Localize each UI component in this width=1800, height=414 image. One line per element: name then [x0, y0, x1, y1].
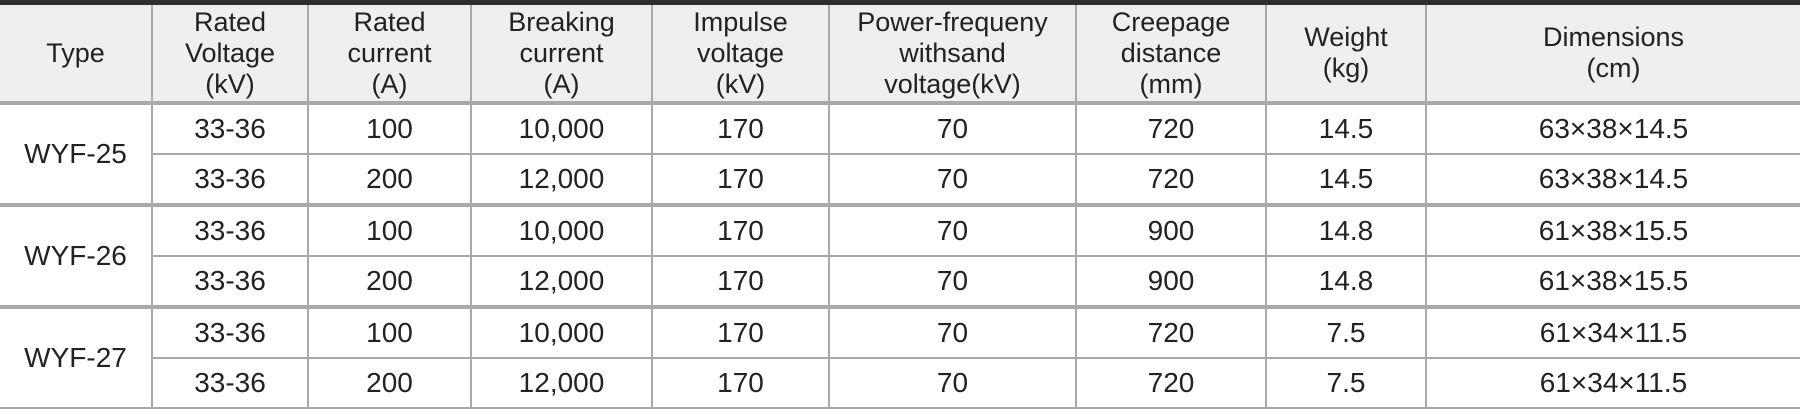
- data-cell: 900: [1075, 255, 1267, 308]
- data-cell: 12,000: [470, 153, 653, 206]
- table-row: 33-36 200 12,000 170 70 720 7.5 61×34×11.5: [0, 357, 1800, 409]
- header-cell: Impulse voltage (kV): [651, 1, 830, 104]
- data-cell: 170: [651, 153, 830, 206]
- data-cell: 70: [828, 305, 1077, 359]
- header-text: Creepage: [1111, 6, 1231, 37]
- data-cell: 170: [651, 305, 830, 359]
- data-cell: 170: [651, 203, 830, 257]
- header-text: (mm): [1139, 68, 1203, 99]
- data-cell: 61×38×15.5: [1425, 203, 1800, 257]
- table-row: WYF-26 33-36 100 10,000 170 70 900 14.8 61×38×15…: [0, 203, 1800, 308]
- header-cell: Type: [0, 1, 153, 104]
- header-row: Type Rated Voltage (kV) Rated current (A) Break…: [0, 1, 1800, 104]
- data-cell: 70: [828, 153, 1077, 206]
- type-cell: WYF-26: [0, 203, 153, 308]
- data-cell: 10,000: [470, 203, 653, 257]
- data-cell: 33-36: [152, 153, 309, 206]
- header-text: (cm): [1586, 53, 1641, 83]
- header-text: Impulse: [693, 6, 788, 37]
- header-text: Type: [46, 37, 105, 68]
- header-text: Voltage: [184, 37, 276, 68]
- data-cell: 33-36: [151, 203, 309, 257]
- data-cell: 61×38×15.5: [1425, 255, 1800, 308]
- data-cell: 14.5: [1265, 153, 1427, 206]
- header-text: current: [347, 37, 432, 68]
- header-text: voltage: [696, 37, 785, 68]
- header-text: distance: [1120, 37, 1222, 68]
- data-cell: 33-36: [151, 305, 309, 359]
- data-cell: 70: [828, 203, 1077, 257]
- data-cell: 7.5: [1265, 357, 1427, 409]
- header-text: voltage(kV): [884, 68, 1021, 99]
- data-cell: 900: [1075, 203, 1267, 257]
- data-cell: 10,000: [470, 101, 653, 155]
- header-text: Rated: [193, 6, 267, 37]
- data-cell: 61×34×11.5: [1425, 305, 1800, 359]
- data-cell: 7.5: [1265, 305, 1427, 359]
- header-text: current: [519, 37, 604, 68]
- header-cell: Breaking current (A): [470, 1, 653, 104]
- data-cell: 100: [307, 203, 472, 257]
- type-cell: WYF-27: [0, 305, 153, 409]
- table-body: WYF-25 33-36 100 10,000 170 70 720 14.5 63×38×14…: [0, 101, 1800, 409]
- data-cell: 14.8: [1265, 255, 1427, 308]
- data-cell: 720: [1075, 101, 1267, 155]
- header-cell: Weight (kg): [1265, 1, 1427, 104]
- data-cell: 33-36: [151, 101, 309, 155]
- header-cell: Creepage distance (mm): [1075, 1, 1267, 104]
- data-cell: 200: [307, 255, 472, 308]
- data-cell: 63×38×14.5: [1425, 101, 1800, 155]
- data-cell: 70: [828, 101, 1077, 155]
- header-cell: Dimensions (cm): [1425, 1, 1800, 104]
- data-cell: 170: [651, 357, 830, 409]
- table-row: 33-36 200 12,000 170 70 720 14.5 63×38×14.5: [0, 153, 1800, 206]
- table-row: 33-36 200 12,000 170 70 900 14.8 61×38×15.5: [0, 255, 1800, 308]
- data-cell: 14.8: [1265, 203, 1427, 257]
- data-cell: 200: [307, 357, 472, 409]
- header-text: Weight: [1304, 22, 1388, 52]
- data-cell: 14.5: [1265, 101, 1427, 155]
- data-cell: 720: [1075, 357, 1267, 409]
- header-text: (kV): [205, 68, 255, 99]
- header-text: withsand: [899, 37, 1006, 68]
- table-row: WYF-25 33-36 100 10,000 170 70 720 14.5 63×38×14…: [0, 101, 1800, 206]
- data-cell: 12,000: [470, 357, 653, 409]
- header-cell: Rated Voltage (kV): [151, 1, 309, 104]
- type-cell: WYF-25: [0, 101, 153, 206]
- header-text: (A): [371, 68, 408, 99]
- data-cell: 200: [307, 153, 472, 206]
- header-text: (kV): [715, 68, 766, 99]
- header-cell: Power-frequeny withsand voltage(kV): [828, 1, 1077, 104]
- data-cell: 70: [828, 357, 1077, 409]
- data-cell: 63×38×14.5: [1425, 153, 1800, 206]
- header-text: Breaking: [508, 6, 615, 37]
- table-row: WYF-27 33-36 100 10,000 170 70 720 7.5 61×34×11.…: [0, 305, 1800, 409]
- header-text: Rated: [353, 6, 426, 37]
- header-text: Power-frequeny: [857, 6, 1048, 37]
- header-text: (A): [543, 68, 580, 99]
- data-cell: 12,000: [470, 255, 653, 308]
- data-cell: 33-36: [152, 255, 309, 308]
- header-cell: Rated current (A): [307, 1, 472, 104]
- data-cell: 170: [651, 255, 830, 308]
- data-cell: 100: [307, 101, 472, 155]
- data-cell: 10,000: [470, 305, 653, 359]
- table-header: Type Rated Voltage (kV) Rated current (A) Break…: [0, 1, 1800, 104]
- data-cell: 720: [1075, 305, 1267, 359]
- header-text: (kg): [1322, 53, 1370, 83]
- data-cell: 720: [1075, 153, 1267, 206]
- data-cell: 70: [828, 255, 1077, 308]
- data-cell: 61×34×11.5: [1425, 357, 1800, 409]
- data-cell: 100: [307, 305, 472, 359]
- header-text: Dimensions: [1542, 22, 1685, 52]
- data-cell: 33-36: [152, 357, 309, 409]
- data-cell: 170: [651, 101, 830, 155]
